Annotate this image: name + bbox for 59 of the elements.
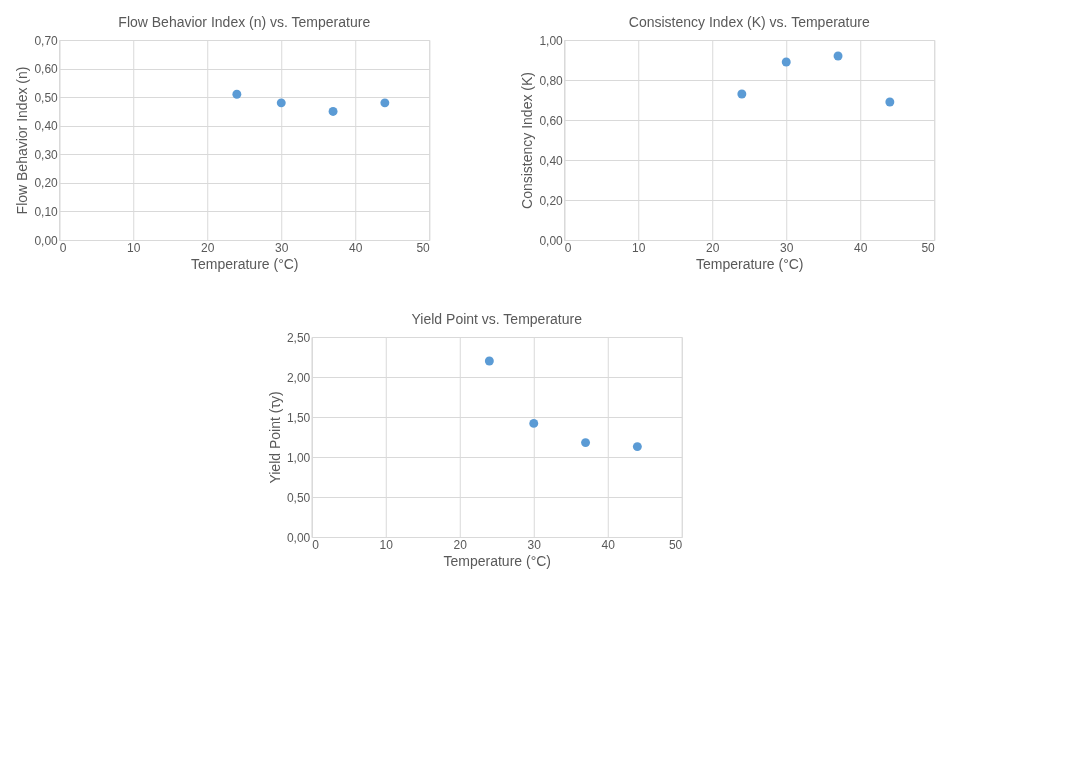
y-tick-label: 1,00: [539, 33, 564, 48]
point: [781, 57, 791, 67]
chart-title: Consistency Index (K) vs. Temperature: [628, 14, 870, 30]
x-tick-label: 50: [668, 537, 683, 552]
y-tick-label: 0,50: [286, 490, 311, 505]
x-tick-label: 40: [349, 240, 363, 255]
x-tick-label: 20: [453, 537, 468, 552]
y-tick-label: 0,10: [34, 204, 59, 219]
x-tick-label: 0: [59, 240, 67, 255]
point: [484, 356, 494, 366]
point: [737, 89, 747, 99]
y-tick-label: 0,70: [34, 33, 59, 48]
point: [529, 418, 539, 428]
y-tick-label: 0,80: [539, 73, 564, 88]
point: [833, 51, 843, 61]
y-axis-title: Yield Point (τy): [266, 391, 283, 484]
y-tick-label: 0,00: [539, 233, 564, 248]
y-tick-label: 0,00: [34, 233, 59, 248]
x-tick-label: 30: [527, 537, 542, 552]
point: [276, 98, 286, 108]
y-tick-label: 0,50: [34, 90, 59, 105]
x-tick-label: 10: [379, 537, 394, 552]
point: [885, 97, 895, 107]
x-axis-title: Temperature (°C): [190, 255, 299, 272]
point: [328, 106, 338, 116]
y-tick-label: 0,60: [34, 62, 59, 77]
x-tick-label: 50: [921, 240, 936, 255]
x-axis-title: Temperature (°C): [443, 552, 552, 569]
x-tick-label: 0: [312, 537, 320, 552]
chart-title: Flow Behavior Index (n) vs. Temperature: [118, 14, 371, 30]
x-tick-label: 20: [201, 240, 215, 255]
y-tick-label: 1,00: [286, 450, 311, 465]
y-tick-label: 0,30: [34, 147, 59, 162]
x-tick-label: 40: [601, 537, 616, 552]
y-tick-label: 0,20: [34, 176, 59, 191]
y-tick-label: 2,00: [286, 370, 311, 385]
x-tick-label: 40: [854, 240, 868, 255]
y-tick-label: 0,00: [286, 530, 311, 545]
y-tick-label: 1,50: [286, 410, 311, 425]
y-tick-label: 2,50: [286, 330, 311, 345]
x-tick-label: 30: [780, 240, 794, 255]
y-tick-label: 0,40: [34, 119, 59, 134]
x-tick-label: 50: [416, 240, 431, 255]
point: [632, 442, 642, 452]
y-tick-label: 0,60: [539, 113, 564, 128]
chart-title: Yield Point vs. Temperature: [411, 311, 583, 327]
x-tick-label: 10: [632, 240, 646, 255]
y-tick-label: 0,20: [539, 193, 564, 208]
x-tick-label: 10: [127, 240, 141, 255]
x-tick-label: 30: [275, 240, 289, 255]
y-tick-label: 0,40: [539, 153, 564, 168]
x-tick-label: 0: [564, 240, 572, 255]
y-axis-title: Consistency Index (K): [519, 72, 536, 209]
x-tick-label: 20: [706, 240, 720, 255]
y-axis-title: Flow Behavior Index (n): [14, 66, 31, 215]
point: [232, 89, 242, 99]
point: [581, 438, 591, 448]
point: [380, 98, 390, 108]
x-axis-title: Temperature (°C): [695, 255, 804, 272]
